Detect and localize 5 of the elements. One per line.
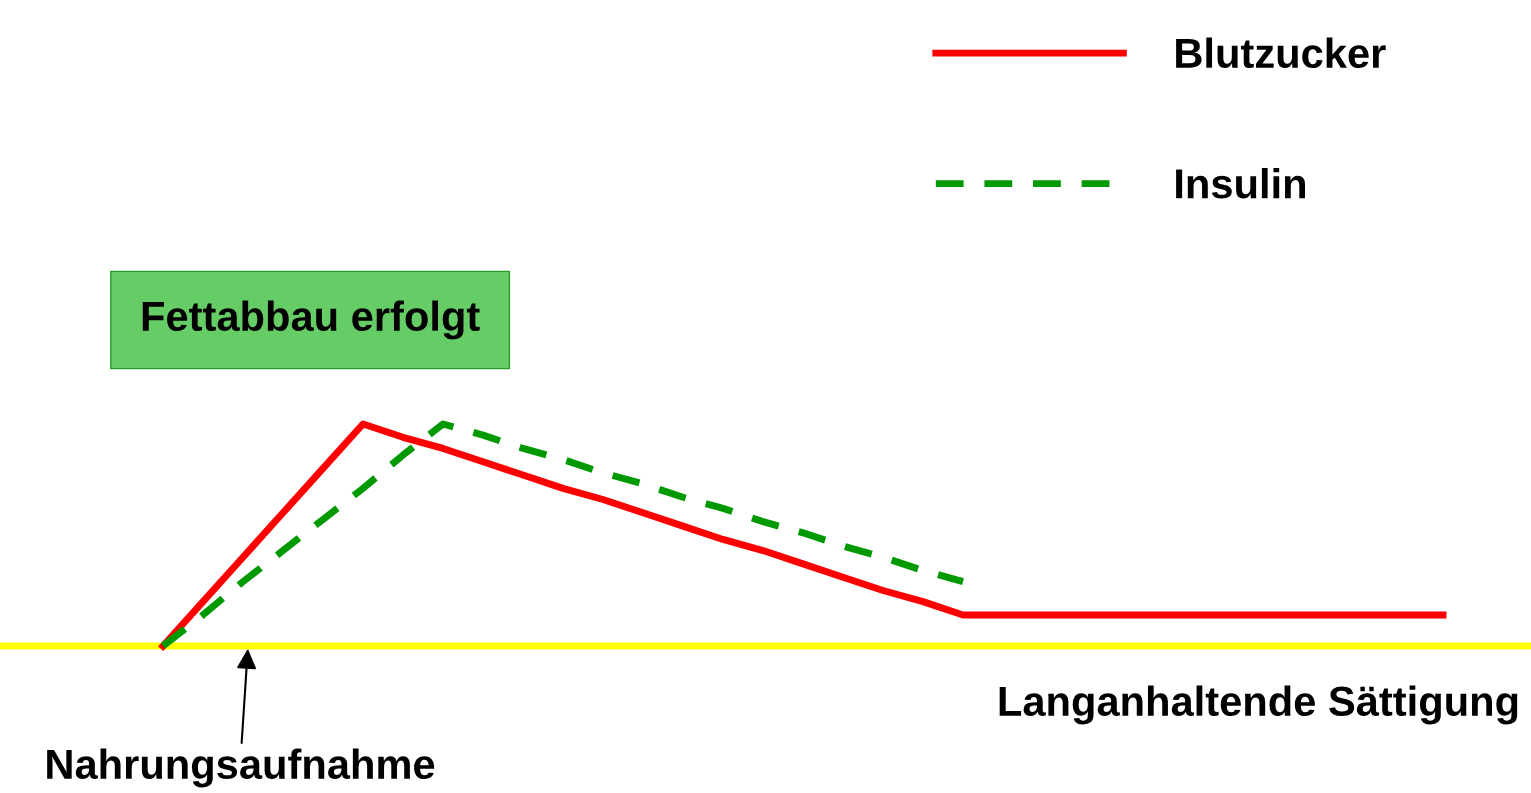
text: Langanhaltende Sättigung [999, 685, 1518, 725]
text: Nahrungsaufnahme [47, 748, 435, 788]
legend-label: Blutzucker [1176, 37, 1386, 69]
legend-label: Insulin [1176, 168, 1306, 199]
text: Fettabbau erfolgt [142, 300, 480, 340]
